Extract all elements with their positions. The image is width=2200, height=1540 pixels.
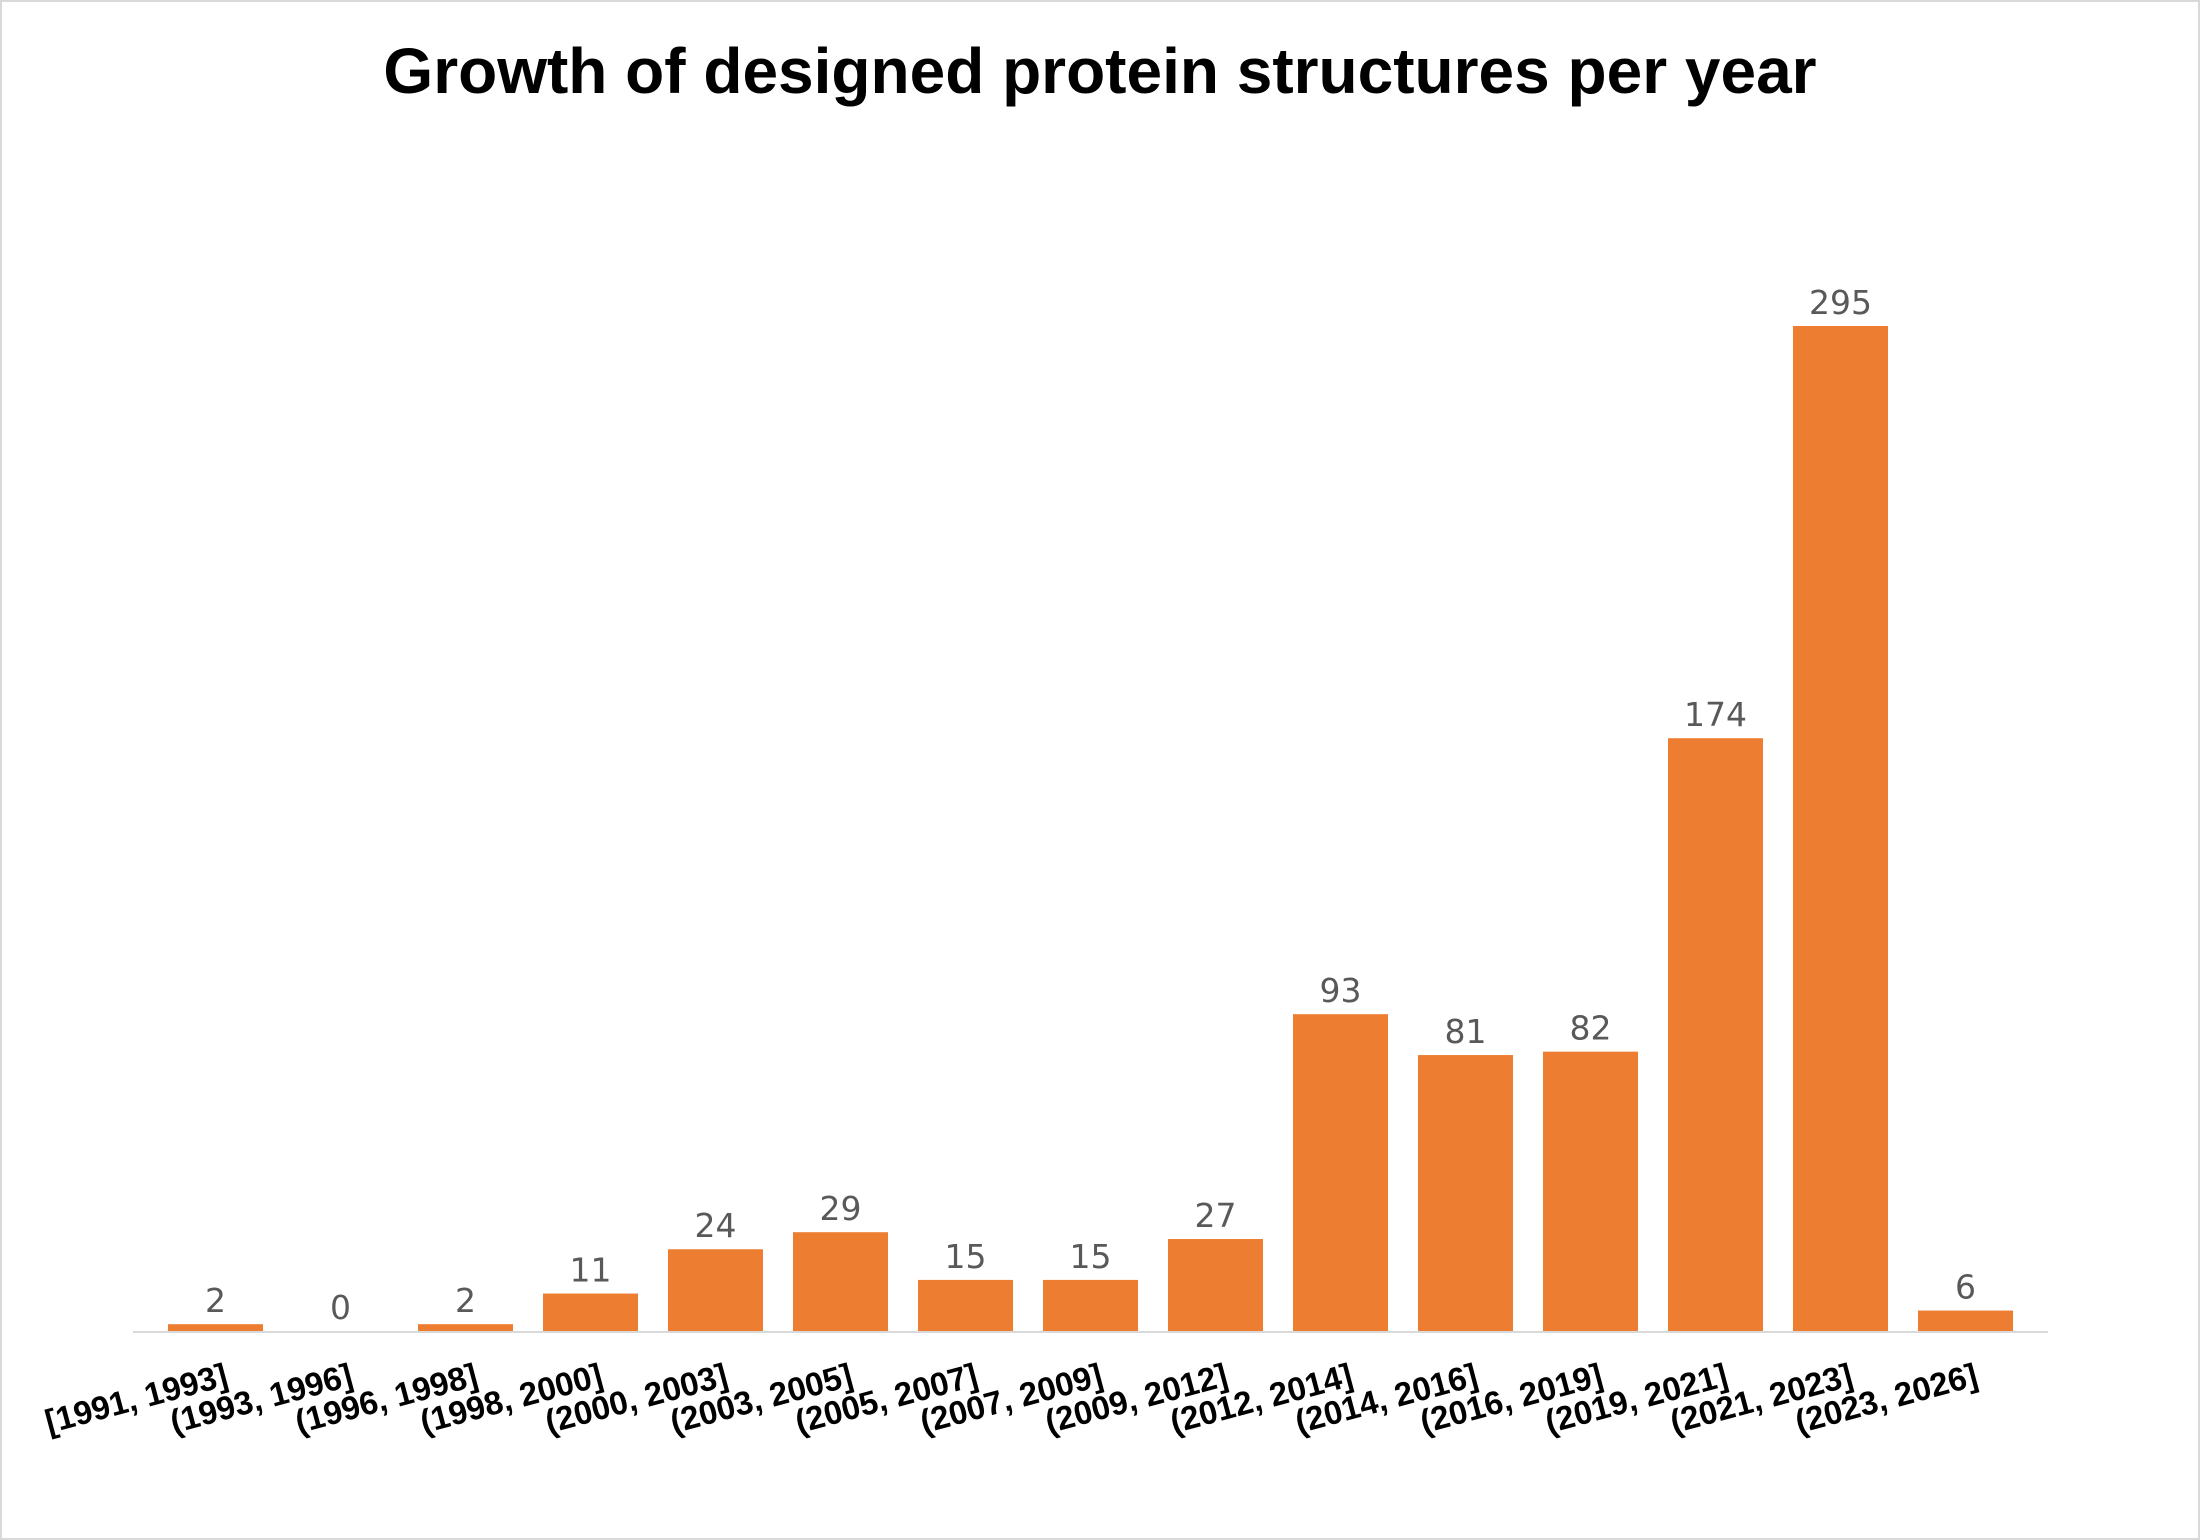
bar — [168, 1324, 263, 1331]
bar — [1793, 326, 1888, 1331]
bar — [1168, 1239, 1263, 1331]
data-label: 93 — [1320, 971, 1362, 1010]
data-label: 29 — [820, 1189, 862, 1228]
data-label: 24 — [695, 1206, 737, 1245]
bar — [1043, 1279, 1138, 1331]
data-labels-group: 2 0 2 11 24 29 15 15 27 93 81 82 174 295 6 — [205, 283, 1976, 1327]
bar — [1543, 1051, 1638, 1331]
bar — [418, 1324, 513, 1331]
x-tick-labels-group: [1991, 1993](1993, 1996](1996, 1998](199… — [41, 1356, 1981, 1440]
bar — [1293, 1014, 1388, 1331]
data-label: 2 — [205, 1281, 226, 1320]
data-label: 27 — [1195, 1196, 1237, 1235]
data-label: 81 — [1445, 1012, 1487, 1051]
data-label: 11 — [570, 1251, 612, 1290]
data-label: 295 — [1809, 283, 1872, 322]
bar — [668, 1249, 763, 1331]
bar — [543, 1293, 638, 1331]
bar — [793, 1232, 888, 1331]
data-label: 82 — [1570, 1009, 1612, 1048]
bars-group — [168, 326, 2013, 1331]
chart-title: Growth of designed protein structures pe… — [383, 35, 1817, 107]
data-label: 2 — [455, 1281, 476, 1320]
bar — [1668, 738, 1763, 1331]
data-label: 15 — [945, 1237, 987, 1276]
bar — [1918, 1310, 2013, 1331]
bar — [1418, 1055, 1513, 1331]
data-label: 174 — [1684, 695, 1747, 734]
data-label: 0 — [330, 1288, 351, 1327]
data-label: 15 — [1070, 1237, 1112, 1276]
data-label: 6 — [1955, 1268, 1976, 1307]
bar — [918, 1279, 1013, 1331]
